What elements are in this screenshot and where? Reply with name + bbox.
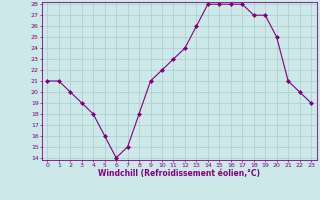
X-axis label: Windchill (Refroidissement éolien,°C): Windchill (Refroidissement éolien,°C): [98, 169, 260, 178]
